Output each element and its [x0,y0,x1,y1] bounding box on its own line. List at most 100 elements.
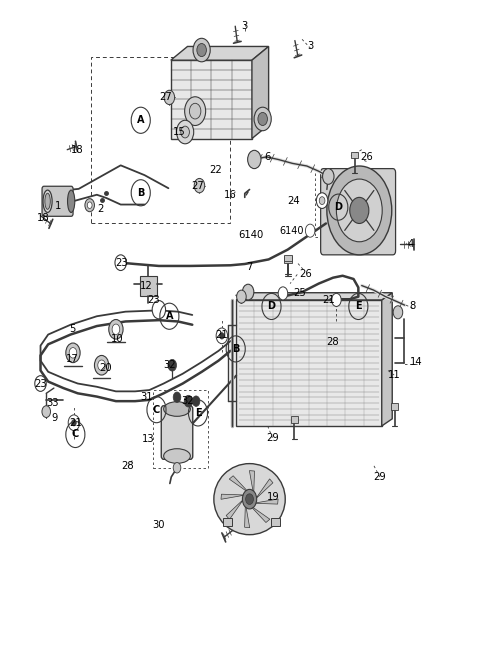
Circle shape [112,324,120,335]
Text: 32: 32 [181,396,194,406]
Polygon shape [250,505,270,523]
Circle shape [219,333,224,339]
Circle shape [197,43,206,56]
Text: 10: 10 [111,334,124,344]
Bar [284,255,291,261]
Circle shape [327,166,392,255]
Polygon shape [236,293,392,300]
Text: 33: 33 [46,398,59,408]
Circle shape [192,396,200,406]
Text: 9: 9 [52,413,58,423]
Text: 24: 24 [287,195,300,205]
Circle shape [393,306,403,319]
Text: 32: 32 [164,360,176,370]
Circle shape [164,91,175,104]
Circle shape [237,290,246,303]
Text: C: C [72,430,79,440]
Circle shape [194,178,204,193]
Text: 8: 8 [409,302,416,312]
Text: A: A [166,311,173,321]
Text: 26: 26 [300,270,312,279]
Circle shape [184,396,193,407]
Circle shape [177,120,194,144]
Text: 16: 16 [224,190,237,200]
FancyBboxPatch shape [42,186,73,216]
Bar [271,518,280,526]
Circle shape [87,202,92,209]
Circle shape [72,419,76,426]
Text: 22: 22 [209,165,222,175]
Polygon shape [245,503,250,527]
Circle shape [193,38,210,62]
Bar [351,152,359,158]
Text: 14: 14 [410,357,423,367]
Text: D: D [267,302,276,312]
Polygon shape [236,300,382,426]
Circle shape [185,96,205,125]
FancyBboxPatch shape [161,405,193,459]
Circle shape [181,126,190,138]
Text: E: E [355,302,361,312]
Text: 21: 21 [322,295,335,305]
Text: 28: 28 [121,461,134,472]
Polygon shape [229,476,250,493]
Text: A: A [137,115,144,125]
Bar [140,276,157,296]
Circle shape [332,293,341,306]
Text: 2: 2 [97,204,104,214]
Text: 19: 19 [267,491,280,502]
Text: B: B [137,188,144,197]
Polygon shape [250,470,254,495]
Bar [290,416,298,422]
Circle shape [69,348,77,358]
Polygon shape [221,494,245,499]
Text: D: D [334,202,342,212]
Circle shape [115,255,126,270]
Ellipse shape [164,401,191,417]
Text: 20: 20 [99,363,112,373]
Bar [391,403,398,409]
Text: 1: 1 [55,201,61,211]
FancyBboxPatch shape [321,169,396,255]
Circle shape [216,328,228,344]
Text: 6140: 6140 [279,226,303,236]
Circle shape [278,287,288,300]
Circle shape [85,199,95,212]
FancyBboxPatch shape [228,480,272,524]
Circle shape [68,415,80,430]
Circle shape [305,224,315,237]
Text: 27: 27 [192,180,204,191]
Text: 21: 21 [70,418,82,428]
Circle shape [35,376,46,392]
Circle shape [319,197,325,205]
Polygon shape [252,47,269,138]
Bar [284,256,291,262]
Text: 27: 27 [160,92,172,102]
Polygon shape [253,499,278,504]
Circle shape [258,112,267,125]
Bar [153,390,208,468]
Text: 23: 23 [147,295,159,305]
Bar [315,171,386,237]
Bar [223,518,232,526]
Text: 15: 15 [173,127,186,137]
Polygon shape [255,479,273,499]
Circle shape [109,319,123,339]
Text: 6140: 6140 [238,230,263,239]
Text: 18: 18 [71,145,83,155]
Text: 6: 6 [264,152,271,162]
Circle shape [248,150,261,169]
Circle shape [66,343,80,363]
Polygon shape [382,293,392,426]
Circle shape [173,392,181,403]
Polygon shape [226,499,244,520]
Text: 11: 11 [388,370,400,380]
Text: C: C [153,405,160,415]
Ellipse shape [43,190,52,213]
Bar [91,57,229,224]
Text: 7: 7 [246,262,252,272]
Text: 28: 28 [326,337,338,348]
Circle shape [246,494,253,504]
Text: B: B [232,344,240,354]
Text: 17: 17 [66,354,78,363]
